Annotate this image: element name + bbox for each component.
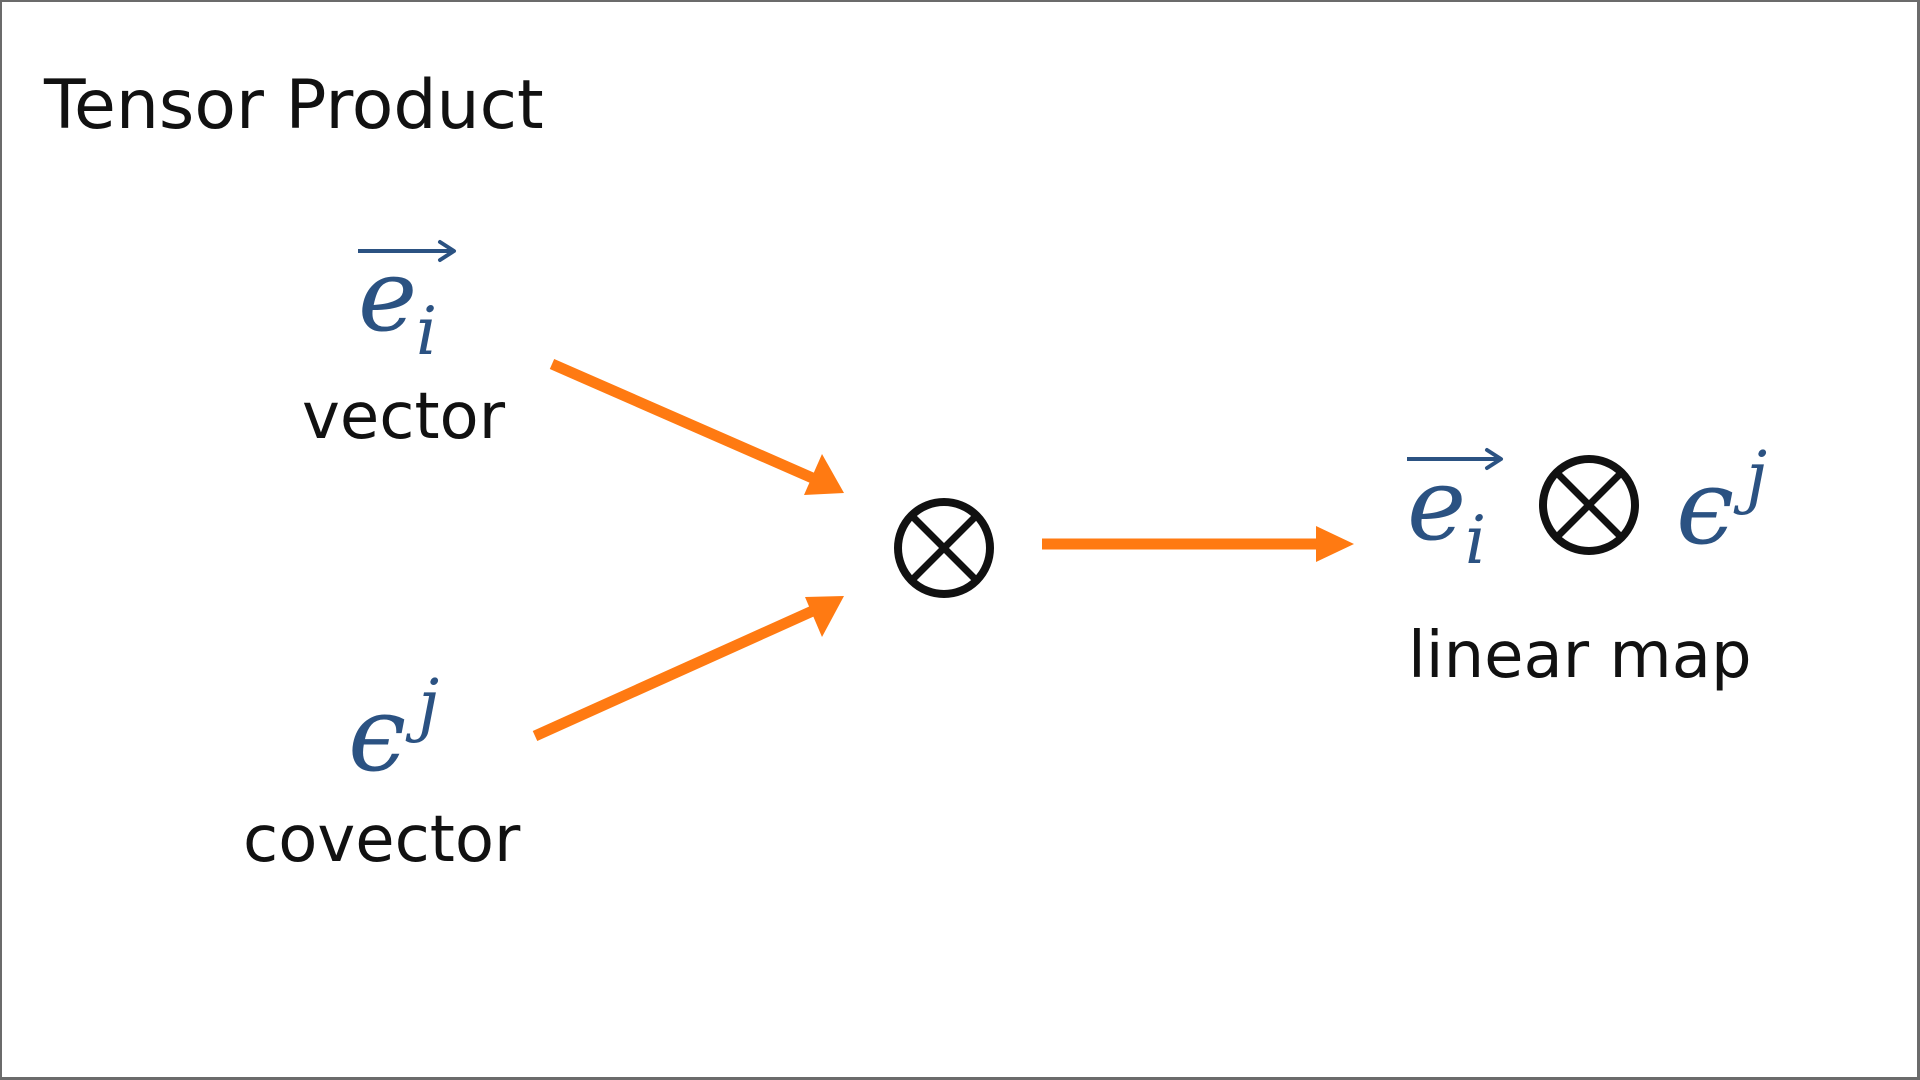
vector-to-operator-arrow	[549, 358, 844, 495]
arrowhead-icon	[805, 596, 844, 637]
vector-index: i	[416, 293, 437, 370]
result-vector-base-letter: e	[1407, 446, 1466, 563]
covector-symbol: ϵ j	[348, 666, 439, 795]
linear-map-label: linear map	[1408, 619, 1752, 693]
vector-base-letter: e	[358, 237, 417, 354]
result-covector-index: j	[1733, 438, 1767, 517]
result-expression: e i ϵ j	[1407, 438, 1767, 579]
operator-to-result-arrow	[1042, 526, 1354, 562]
vector-arrowhead-icon	[438, 240, 456, 262]
arrow-right-icon	[1316, 526, 1354, 562]
arrowhead-icon	[804, 454, 844, 495]
vector-symbol: e i	[358, 237, 456, 370]
vector-label: vector	[302, 380, 505, 454]
vector-arrowhead-icon	[1485, 448, 1503, 470]
covector-to-operator-arrow	[532, 596, 844, 742]
covector-base-letter: ϵ	[348, 673, 406, 795]
result-covector-base-letter: ϵ	[1676, 446, 1734, 568]
result-vector-index: i	[1465, 502, 1486, 579]
covector-label: covector	[243, 803, 521, 877]
slide-title: Tensor Product	[44, 66, 544, 145]
covector-index: j	[405, 666, 439, 745]
circled-times-icon	[894, 498, 994, 598]
circled-times-icon	[1539, 455, 1639, 555]
